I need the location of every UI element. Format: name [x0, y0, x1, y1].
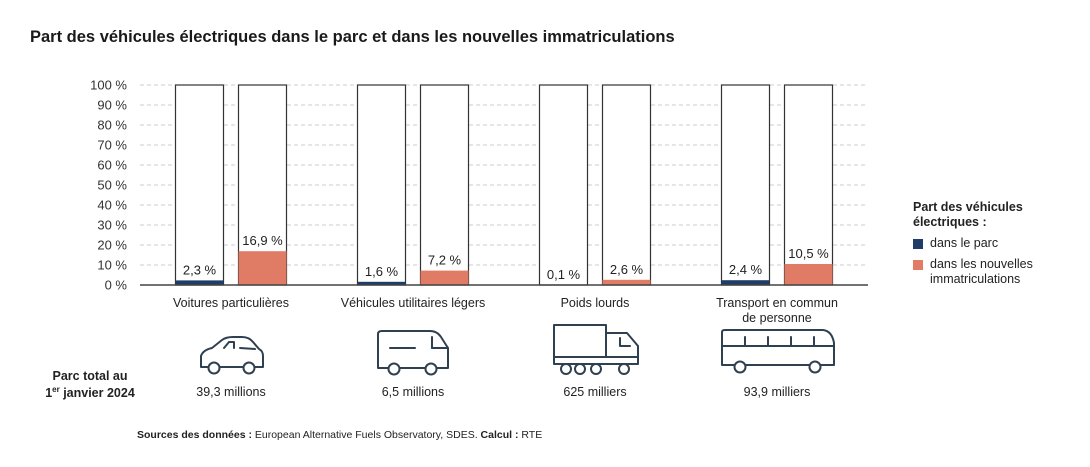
total-fleet-label-line1: Parc total au	[52, 369, 128, 383]
bar-outline	[601, 84, 652, 286]
bar-parc	[175, 280, 224, 285]
y-tick-label: 90 %	[97, 98, 127, 113]
truck-icon	[553, 324, 639, 375]
data-label: 7,2 %	[428, 253, 462, 268]
y-tick-label: 0 %	[105, 278, 128, 293]
category-label: Poids lourds	[561, 296, 630, 310]
van-icon	[377, 330, 449, 376]
legend-swatch-parc	[913, 239, 923, 249]
calcul-text: RTE	[518, 429, 543, 441]
y-tick-label: 60 %	[97, 158, 127, 173]
category-label: de personne	[742, 311, 812, 325]
bar-immat	[784, 264, 833, 285]
legend-title: Part des véhicules électriques :	[913, 200, 1023, 229]
source-note: Sources des données : European Alternati…	[137, 429, 542, 441]
total-fleet-label-line2: 1er janvier 2024	[45, 385, 135, 401]
data-label: 10,5 %	[788, 246, 829, 261]
fleet-total: 6,5 millions	[382, 385, 445, 399]
data-label: 2,3 %	[183, 262, 217, 277]
bar-outline	[419, 84, 470, 286]
bar-outline	[720, 84, 771, 286]
bar-outline	[356, 84, 407, 286]
legend: Part des véhicules électriques : dans le…	[913, 200, 1070, 287]
category-label: Voitures particulières	[173, 296, 289, 310]
bar-outline	[783, 84, 834, 286]
bar-immat	[602, 279, 651, 285]
calcul-label: Calcul :	[480, 429, 519, 441]
bar-immat	[420, 270, 469, 285]
legend-item-parc: dans le parc	[913, 236, 1070, 251]
bar-parc	[721, 280, 770, 285]
car-icon	[200, 336, 264, 375]
total-fleet-label: Parc total au 1er janvier 2024	[40, 369, 140, 400]
bar-immat	[238, 251, 287, 285]
data-label: 2,4 %	[729, 262, 763, 277]
source-label: Sources des données :	[137, 429, 252, 441]
y-tick-label: 20 %	[97, 238, 127, 253]
y-tick-label: 30 %	[97, 218, 127, 233]
y-tick-label: 100 %	[90, 78, 127, 93]
fleet-total: 93,9 milliers	[744, 385, 811, 399]
data-label: 2,6 %	[610, 262, 644, 277]
y-tick-label: 10 %	[97, 258, 127, 273]
legend-item-immat: dans les nouvelles immatriculations	[913, 257, 1070, 287]
y-tick-label: 40 %	[97, 198, 127, 213]
legend-label-parc: dans le parc	[930, 236, 999, 250]
y-tick-label: 50 %	[97, 178, 127, 193]
y-tick-label: 80 %	[97, 118, 127, 133]
data-label: 1,6 %	[365, 264, 399, 279]
category-label: Véhicules utilitaires légers	[341, 296, 486, 310]
bar-outline	[538, 84, 589, 286]
data-label: 0,1 %	[547, 267, 581, 282]
bar-outline	[174, 84, 225, 286]
legend-swatch-immat	[913, 260, 923, 270]
category-label: Transport en commun	[716, 296, 838, 310]
bus-icon	[721, 329, 835, 374]
fleet-total: 39,3 millions	[196, 385, 265, 399]
y-tick-label: 70 %	[97, 138, 127, 153]
chart-title: Part des véhicules électriques dans le p…	[30, 28, 675, 46]
legend-label-immat: dans les nouvelles immatriculations	[930, 257, 1033, 286]
source-text: European Alternative Fuels Observatory, …	[251, 429, 481, 441]
bar-parc	[357, 281, 406, 285]
fleet-total: 625 milliers	[563, 385, 626, 399]
data-label: 16,9 %	[242, 233, 283, 248]
